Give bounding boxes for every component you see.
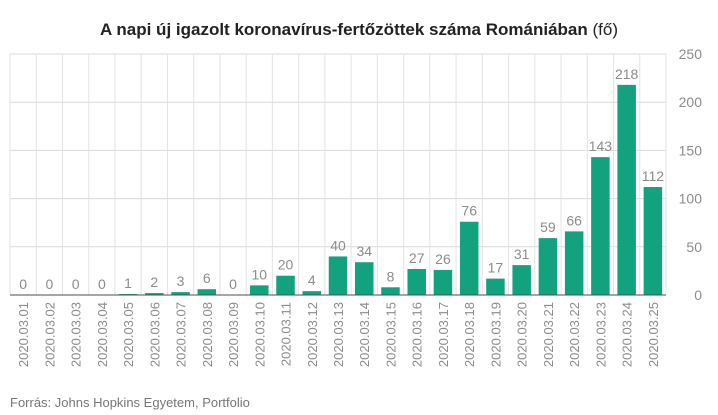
chart-title: A napi új igazolt koronavírus-fertőzötte… bbox=[0, 20, 718, 40]
x-tick-label: 2020.03.10 bbox=[252, 302, 267, 367]
data-label: 34 bbox=[356, 243, 372, 259]
data-label: 1 bbox=[124, 275, 132, 291]
x-tick-label: 2020.03.20 bbox=[515, 302, 530, 367]
x-tick-label: 2020.03.04 bbox=[95, 302, 110, 367]
bar bbox=[276, 275, 295, 295]
data-label: 0 bbox=[229, 276, 237, 292]
data-label: 27 bbox=[409, 250, 425, 266]
y-tick-label: 250 bbox=[679, 46, 703, 62]
x-tick-label: 2020.03.17 bbox=[436, 302, 451, 367]
data-label: 76 bbox=[461, 203, 477, 219]
x-tick-label: 2020.03.03 bbox=[69, 302, 84, 367]
y-tick-label: 100 bbox=[679, 191, 703, 207]
source-note: Forrás: Johns Hopkins Egyetem, Portfolio bbox=[10, 395, 250, 410]
data-label: 2 bbox=[150, 274, 158, 290]
bar bbox=[171, 292, 190, 295]
data-label: 8 bbox=[387, 268, 395, 284]
x-tick-label: 2020.03.25 bbox=[646, 302, 661, 367]
x-tick-label: 2020.03.01 bbox=[16, 302, 31, 367]
chart-title-unit: (fő) bbox=[592, 20, 618, 39]
y-tick-label: 50 bbox=[686, 239, 702, 255]
x-tick-label: 2020.03.21 bbox=[541, 302, 556, 367]
x-tick-label: 2020.03.07 bbox=[174, 302, 189, 367]
bar bbox=[407, 268, 426, 295]
x-tick-label: 2020.03.18 bbox=[462, 302, 477, 367]
data-label: 4 bbox=[308, 272, 316, 288]
x-tick-label: 2020.03.24 bbox=[620, 302, 635, 367]
y-tick-label: 150 bbox=[679, 142, 703, 158]
data-label: 0 bbox=[45, 276, 53, 292]
x-tick-label: 2020.03.22 bbox=[567, 302, 582, 367]
x-tick-label: 2020.03.13 bbox=[331, 302, 346, 367]
bar bbox=[354, 262, 374, 295]
x-tick-label: 2020.03.16 bbox=[410, 302, 425, 367]
x-tick-label: 2020.03.14 bbox=[357, 302, 372, 367]
data-label: 17 bbox=[488, 260, 504, 276]
bar bbox=[302, 291, 322, 295]
data-label: 6 bbox=[203, 270, 211, 286]
data-label: 59 bbox=[540, 219, 556, 235]
x-tick-label: 2020.03.06 bbox=[147, 302, 162, 367]
bar bbox=[512, 265, 531, 295]
bar bbox=[328, 256, 348, 295]
x-tick-label: 2020.03.23 bbox=[593, 302, 608, 367]
data-label: 40 bbox=[330, 237, 346, 253]
data-label: 0 bbox=[98, 276, 106, 292]
x-tick-label: 2020.03.12 bbox=[305, 302, 320, 367]
bar bbox=[433, 269, 453, 295]
data-label: 3 bbox=[177, 273, 185, 289]
bar bbox=[617, 84, 636, 296]
x-tick-label: 2020.03.02 bbox=[42, 302, 57, 367]
bar bbox=[564, 231, 584, 295]
data-label: 112 bbox=[642, 168, 665, 184]
x-tick-label: 2020.03.11 bbox=[279, 302, 294, 366]
x-tick-label: 2020.03.19 bbox=[488, 302, 503, 367]
bar bbox=[197, 289, 217, 295]
data-label: 0 bbox=[19, 276, 27, 292]
bar bbox=[381, 287, 400, 295]
x-tick-label: 2020.03.15 bbox=[383, 302, 398, 367]
data-label: 26 bbox=[435, 251, 451, 267]
data-label: 218 bbox=[615, 66, 639, 82]
chart-title-text: A napi új igazolt koronavírus-fertőzötte… bbox=[100, 20, 588, 39]
bar bbox=[591, 157, 610, 295]
y-tick-label: 200 bbox=[679, 94, 703, 110]
bar bbox=[145, 293, 164, 295]
data-label: 143 bbox=[589, 138, 613, 154]
data-label: 20 bbox=[278, 257, 294, 273]
bar bbox=[643, 187, 663, 295]
data-label: 66 bbox=[566, 212, 582, 228]
x-tick-label: 2020.03.09 bbox=[226, 302, 241, 367]
x-tick-label: 2020.03.05 bbox=[121, 302, 136, 367]
y-tick-label: 0 bbox=[694, 287, 702, 303]
data-label: 10 bbox=[251, 266, 267, 282]
bar bbox=[250, 285, 269, 295]
bar bbox=[486, 278, 505, 295]
data-label: 0 bbox=[72, 276, 80, 292]
bar bbox=[538, 238, 558, 295]
bar bbox=[459, 221, 479, 295]
data-label: 31 bbox=[514, 246, 530, 262]
x-tick-label: 2020.03.08 bbox=[200, 302, 215, 367]
